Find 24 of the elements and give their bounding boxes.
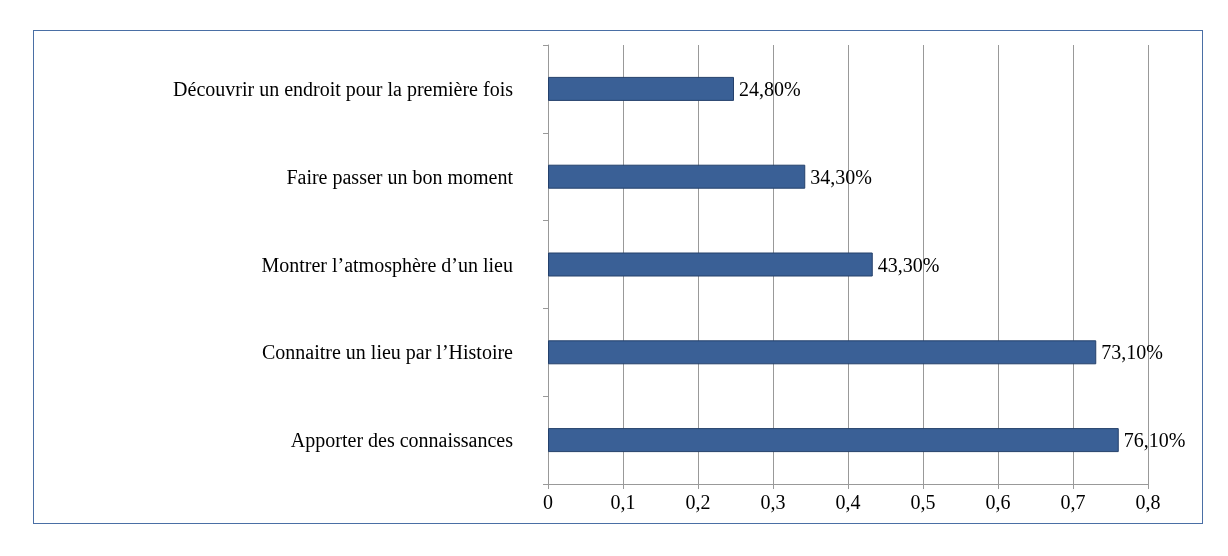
x-tick-label: 0,8 xyxy=(1135,491,1161,513)
x-tick-label: 0,4 xyxy=(835,491,861,513)
y-tick-label: Découvrir un endroit pour la première fois xyxy=(173,77,514,101)
bar xyxy=(548,252,873,277)
y-tick-label: Montrer l’atmosphère d’un lieu xyxy=(261,253,513,277)
x-tick-label: 0,7 xyxy=(1060,491,1086,513)
bar xyxy=(548,76,734,101)
y-tick-label: Faire passer un bon moment xyxy=(286,165,514,189)
data-label: 73,10% xyxy=(1101,341,1163,364)
x-tick-label: 0,5 xyxy=(910,491,936,513)
x-tick-label: 0 xyxy=(543,491,553,513)
bar xyxy=(548,164,806,189)
data-label: 24,80% xyxy=(739,77,801,100)
x-tick-label: 0,2 xyxy=(685,491,711,513)
y-tick-label: Apporter des connaissances xyxy=(290,429,514,453)
bar xyxy=(548,428,1119,453)
data-label: 76,10% xyxy=(1123,429,1186,452)
x-tick-label: 0,3 xyxy=(760,491,786,513)
y-tick-label: Connaitre un lieu par l’Histoire xyxy=(261,341,514,365)
x-tick-label: 0,1 xyxy=(610,491,636,513)
data-label: 34,30% xyxy=(810,165,872,188)
bar xyxy=(548,340,1097,365)
data-label: 43,30% xyxy=(877,253,940,276)
x-tick-label: 0,6 xyxy=(985,491,1011,513)
